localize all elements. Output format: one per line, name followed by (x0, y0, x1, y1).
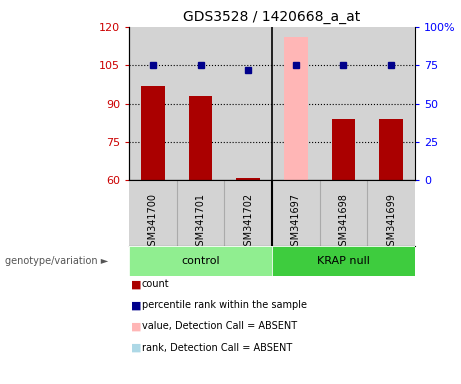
Title: GDS3528 / 1420668_a_at: GDS3528 / 1420668_a_at (183, 10, 361, 25)
Bar (379, 119, 403, 180)
Text: value, Detection Call = ABSENT: value, Detection Call = ABSENT (142, 321, 297, 331)
Text: ■: ■ (131, 321, 142, 331)
Bar (284, 37, 308, 180)
Bar (189, 96, 213, 180)
Bar (236, 178, 260, 180)
Text: ■: ■ (131, 279, 142, 289)
Text: count: count (142, 279, 170, 289)
Text: control: control (181, 256, 220, 266)
Text: ■: ■ (131, 300, 142, 310)
Text: genotype/variation ►: genotype/variation ► (5, 256, 108, 266)
Text: ■: ■ (131, 343, 142, 353)
Text: rank, Detection Call = ABSENT: rank, Detection Call = ABSENT (142, 343, 292, 353)
Text: KRAP null: KRAP null (317, 256, 370, 266)
Text: percentile rank within the sample: percentile rank within the sample (142, 300, 307, 310)
Bar (272, 246, 415, 276)
Bar (141, 86, 165, 180)
Bar (129, 246, 272, 276)
Bar (331, 119, 355, 180)
